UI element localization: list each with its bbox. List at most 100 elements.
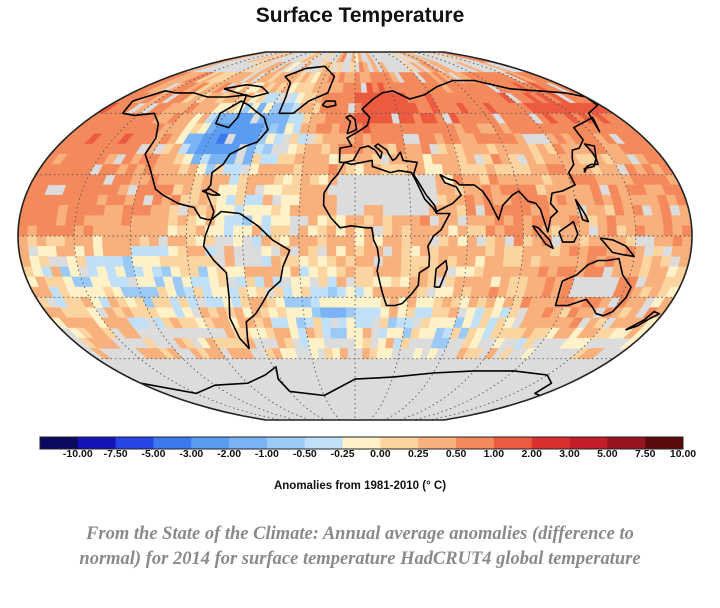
- anomaly-cell: [681, 225, 692, 237]
- anomaly-cell: [55, 225, 66, 237]
- anomaly-cell: [120, 235, 131, 247]
- anomaly-cell: [415, 164, 427, 175]
- anomaly-cell: [400, 266, 411, 278]
- anomaly-cell: [354, 307, 364, 318]
- anomaly-cell: [130, 215, 142, 226]
- anomaly-cell: [502, 256, 514, 267]
- anomaly-cell: [354, 338, 364, 349]
- anomaly-cell: [494, 235, 506, 247]
- anomaly-cell: [243, 266, 255, 278]
- anomaly-cell: [521, 256, 533, 267]
- anomaly-cell: [149, 215, 160, 226]
- anomaly-cell: [391, 256, 402, 267]
- anomaly-cell: [377, 338, 387, 349]
- anomaly-cell: [317, 266, 328, 278]
- anomaly-cell: [363, 266, 374, 278]
- colorbar-swatch: [569, 437, 608, 449]
- colorbar-swatch: [531, 437, 570, 449]
- anomaly-cell: [363, 154, 373, 165]
- anomaly-cell: [364, 246, 374, 257]
- anomaly-cell: [336, 276, 347, 288]
- anomaly-cell: [264, 174, 276, 186]
- anomaly-cell: [121, 246, 132, 257]
- anomaly-cell: [438, 246, 449, 257]
- anomaly-cell: [112, 205, 125, 216]
- anomaly-cell: [308, 215, 319, 226]
- anomaly-cell: [455, 266, 467, 278]
- anomaly-cell: [447, 215, 459, 226]
- anomaly-cell: [354, 215, 365, 226]
- anomaly-cell: [83, 215, 95, 226]
- anomaly-cell: [448, 225, 459, 237]
- anomaly-cell: [420, 225, 431, 237]
- anomaly-cell: [291, 174, 303, 186]
- anomaly-cell: [177, 256, 189, 267]
- anomaly-cell: [304, 317, 315, 329]
- anomaly-cell: [291, 286, 303, 298]
- anomaly-cell: [635, 225, 646, 237]
- anomaly-cell: [672, 225, 683, 237]
- anomaly-cell: [364, 235, 374, 247]
- anomaly-cell: [583, 348, 606, 359]
- anomaly-cell: [362, 133, 372, 145]
- anomaly-cell: [354, 266, 365, 278]
- anomaly-cell: [349, 72, 356, 83]
- caption-line-1: From the State of the Climate: Annual av…: [86, 524, 634, 544]
- anomaly-cell: [361, 348, 371, 359]
- colorbar-swatch: [342, 437, 381, 449]
- colorbar-tick-label: 1.00: [483, 448, 505, 460]
- anomaly-cell: [345, 215, 356, 226]
- coastline: [574, 198, 590, 223]
- coastline: [322, 159, 451, 307]
- anomaly-cell: [330, 327, 340, 339]
- colorbar-tick-label: 0.00: [370, 448, 391, 460]
- coastline: [278, 65, 336, 115]
- anomaly-cell: [149, 205, 162, 216]
- anomaly-cell: [504, 225, 515, 237]
- anomaly-cell: [148, 225, 159, 237]
- anomaly-grid-cells: [18, 52, 692, 359]
- anomaly-cell: [587, 246, 599, 257]
- anomaly-cell: [511, 205, 523, 216]
- globe-outline: [17, 51, 693, 421]
- coastline: [599, 237, 635, 258]
- anomaly-cell: [392, 235, 403, 247]
- anomaly-cell: [531, 246, 543, 257]
- colorbar-tick-label: 5.00: [597, 448, 618, 460]
- anomaly-cell: [318, 174, 329, 186]
- colorbar-swatch: [493, 437, 532, 449]
- anomaly-cell: [93, 215, 104, 226]
- anomaly-cell: [633, 246, 646, 257]
- anomaly-cell: [298, 256, 310, 267]
- anomaly-cell: [290, 276, 302, 288]
- anomaly-cell: [320, 317, 331, 329]
- anomaly-cell: [311, 154, 322, 165]
- anomaly-cell: [672, 235, 683, 247]
- anomaly-cell: [558, 205, 570, 216]
- anomaly-cell: [176, 225, 187, 237]
- anomaly-cell: [251, 235, 262, 247]
- anomaly-cell: [74, 215, 86, 226]
- anomaly-cell: [92, 235, 103, 247]
- anomaly-cell: [354, 276, 365, 288]
- anomaly-cell: [466, 215, 477, 226]
- anomaly-cell: [579, 235, 590, 247]
- anomaly-cell: [410, 235, 421, 247]
- anomaly-cell: [327, 266, 337, 278]
- anomaly-cell: [299, 194, 310, 206]
- anomaly-cell: [456, 256, 467, 267]
- anomaly-cell: [502, 205, 514, 216]
- anomaly-cell: [204, 235, 216, 247]
- anomaly-cell: [354, 133, 364, 145]
- anomaly-cell: [186, 225, 197, 237]
- anomaly-cell: [362, 317, 373, 329]
- anomaly-cell: [158, 246, 170, 257]
- anomaly-cell: [235, 276, 248, 288]
- anomaly-cell: [382, 225, 393, 237]
- anomaly-cell: [531, 215, 543, 226]
- anomaly-cell: [283, 164, 295, 175]
- anomaly-cell: [224, 256, 236, 267]
- coastline: [531, 225, 554, 250]
- anomaly-cell: [336, 286, 347, 298]
- anomaly-cell: [491, 194, 504, 206]
